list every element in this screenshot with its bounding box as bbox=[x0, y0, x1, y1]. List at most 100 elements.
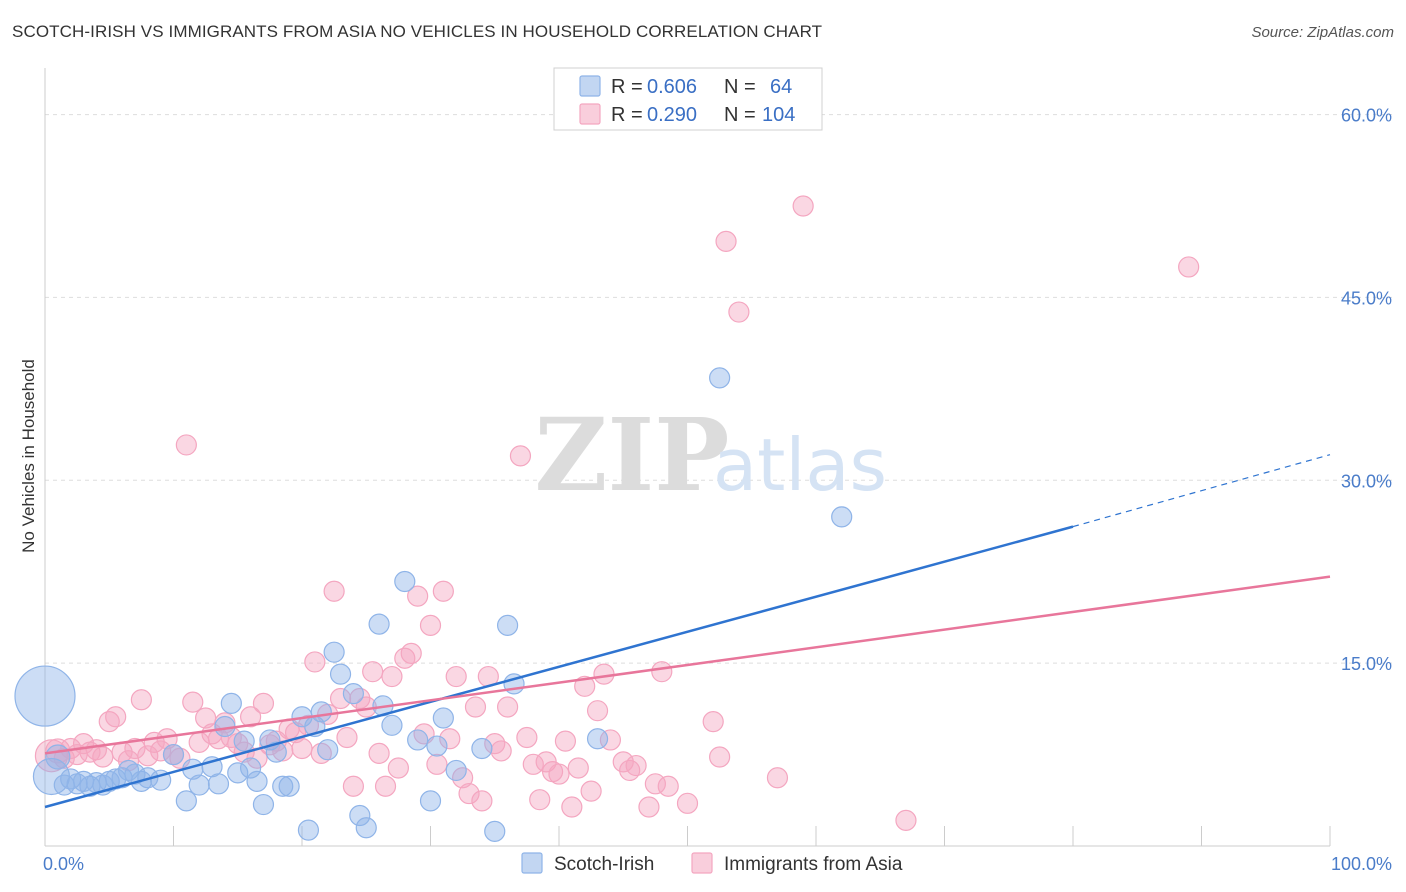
point-immigrants-from-asia-15 bbox=[137, 745, 159, 767]
x-tick-label-1: 100.0% bbox=[1331, 854, 1392, 874]
legend-r-label-2: R = bbox=[611, 104, 643, 126]
trend-line-scotch-irish bbox=[44, 525, 1074, 809]
series-immigrants-from-asia-points bbox=[34, 195, 1200, 832]
watermark-zip: ZIP bbox=[535, 396, 730, 514]
point-immigrants-from-asia-100 bbox=[792, 195, 814, 217]
point-immigrants-from-asia-13 bbox=[124, 737, 146, 760]
point-scotch-irish-0 bbox=[14, 665, 76, 727]
point-immigrants-from-asia-91 bbox=[644, 773, 666, 795]
point-immigrants-from-asia-85 bbox=[593, 663, 615, 685]
point-immigrants-from-asia-89 bbox=[625, 754, 647, 777]
point-immigrants-from-asia-99 bbox=[766, 767, 789, 789]
point-immigrants-from-asia-56 bbox=[400, 642, 422, 664]
point-immigrants-from-asia-71 bbox=[497, 696, 519, 718]
point-immigrants-from-asia-74 bbox=[522, 753, 544, 775]
point-scotch-irish-21 bbox=[188, 774, 210, 796]
point-immigrants-from-asia-52 bbox=[374, 775, 397, 797]
point-immigrants-from-asia-97 bbox=[715, 230, 737, 252]
y-tick-label-1: 30.0% bbox=[1341, 471, 1392, 491]
point-immigrants-from-asia-58 bbox=[413, 723, 435, 745]
point-scotch-irish-60 bbox=[831, 506, 853, 528]
point-scotch-irish-48 bbox=[394, 570, 416, 593]
point-immigrants-from-asia-73 bbox=[516, 726, 538, 749]
point-immigrants-from-asia-54 bbox=[387, 757, 409, 779]
point-immigrants-from-asia-41 bbox=[304, 651, 326, 673]
point-immigrants-from-asia-84 bbox=[586, 700, 609, 722]
point-immigrants-from-asia-62 bbox=[439, 728, 461, 750]
legend-n-value-2: 104 bbox=[762, 104, 795, 126]
bottom-legend-label-immigrants-from-asia: Immigrants from Asia bbox=[724, 854, 903, 875]
point-immigrants-from-asia-44 bbox=[323, 580, 345, 602]
point-scotch-irish-59 bbox=[709, 367, 731, 389]
point-scotch-irish-23 bbox=[207, 773, 230, 795]
point-immigrants-from-asia-78 bbox=[548, 763, 570, 785]
y-axis-label: No Vehicles in Household bbox=[19, 359, 38, 553]
y-tick-labels: 15.0% 30.0% 45.0% 60.0% bbox=[1341, 106, 1392, 675]
point-scotch-irish-25 bbox=[220, 692, 242, 714]
point-scotch-irish-49 bbox=[407, 729, 429, 751]
point-scotch-irish-18 bbox=[162, 743, 185, 766]
point-scotch-irish-30 bbox=[252, 793, 275, 816]
point-immigrants-from-asia-70 bbox=[490, 740, 512, 762]
point-immigrants-from-asia-83 bbox=[580, 780, 602, 802]
point-immigrants-from-asia-79 bbox=[554, 730, 577, 752]
y-tick-label-2: 45.0% bbox=[1341, 288, 1392, 308]
legend-n-label-2: N = bbox=[724, 104, 756, 126]
watermark: ZIP atlas bbox=[535, 396, 887, 514]
point-scotch-irish-50 bbox=[419, 790, 442, 812]
point-immigrants-from-asia-33 bbox=[252, 692, 275, 714]
point-scotch-irish-27 bbox=[233, 730, 255, 752]
point-immigrants-from-asia-60 bbox=[426, 753, 448, 775]
bottom-legend-swatch-scotch-irish bbox=[521, 852, 543, 874]
point-immigrants-from-asia-67 bbox=[471, 790, 493, 812]
point-immigrants-from-asia-63 bbox=[445, 665, 467, 688]
point-scotch-irish-56 bbox=[497, 614, 519, 636]
y-tick-label-0: 15.0% bbox=[1341, 654, 1392, 674]
point-scotch-irish-2 bbox=[45, 744, 71, 770]
point-immigrants-from-asia-87 bbox=[612, 751, 634, 773]
point-immigrants-from-asia-75 bbox=[529, 789, 551, 811]
point-scotch-irish-33 bbox=[272, 775, 294, 797]
point-scotch-irish-44 bbox=[355, 817, 377, 839]
point-immigrants-from-asia-42 bbox=[310, 742, 332, 764]
point-immigrants-from-asia-8 bbox=[92, 746, 114, 768]
legend-r-label-1: R = bbox=[611, 76, 643, 98]
grid-lines bbox=[45, 114, 1392, 664]
point-scotch-irish-34 bbox=[278, 775, 300, 797]
point-immigrants-from-asia-66 bbox=[464, 696, 487, 718]
point-immigrants-from-asia-57 bbox=[407, 585, 429, 607]
point-scotch-irish-26 bbox=[227, 762, 249, 784]
point-scotch-irish-41 bbox=[329, 663, 352, 685]
point-immigrants-from-asia-82 bbox=[574, 675, 596, 697]
point-immigrants-from-asia-102 bbox=[1178, 256, 1200, 278]
point-scotch-irish-55 bbox=[484, 820, 506, 842]
legend-r-value-1: 0.606 bbox=[647, 76, 697, 98]
point-scotch-irish-52 bbox=[432, 707, 454, 729]
trend-line-immigrants-from-asia bbox=[44, 575, 1331, 755]
point-immigrants-from-asia-50 bbox=[362, 661, 384, 683]
bottom-legend-label-scotch-irish: Scotch-Irish bbox=[554, 854, 654, 875]
point-immigrants-from-asia-92 bbox=[651, 661, 673, 683]
point-immigrants-from-asia-22 bbox=[182, 691, 204, 713]
point-immigrants-from-asia-51 bbox=[368, 742, 390, 764]
point-scotch-irish-45 bbox=[368, 613, 390, 635]
point-immigrants-from-asia-47 bbox=[342, 775, 364, 797]
legend-n-value-1: 64 bbox=[770, 76, 792, 98]
chart-source: Source: ZipAtlas.com bbox=[1251, 24, 1394, 41]
point-scotch-irish-19 bbox=[175, 790, 197, 812]
x-tick-labels: 0.0% 100.0% bbox=[43, 854, 1392, 874]
point-immigrants-from-asia-65 bbox=[458, 782, 480, 805]
point-immigrants-from-asia-31 bbox=[240, 706, 262, 728]
point-immigrants-from-asia-61 bbox=[432, 580, 454, 602]
trend-lines bbox=[44, 454, 1331, 809]
point-immigrants-from-asia-94 bbox=[676, 792, 699, 814]
legend-r-value-2: 0.290 bbox=[647, 104, 697, 126]
legend-n-label-1: N = bbox=[724, 76, 756, 98]
point-scotch-irish-36 bbox=[297, 819, 320, 841]
point-immigrants-from-asia-80 bbox=[561, 796, 583, 818]
point-immigrants-from-asia-21 bbox=[175, 434, 197, 456]
point-scotch-irish-40 bbox=[323, 641, 345, 663]
point-immigrants-from-asia-95 bbox=[702, 711, 724, 733]
x-tick-label-0: 0.0% bbox=[43, 854, 84, 874]
